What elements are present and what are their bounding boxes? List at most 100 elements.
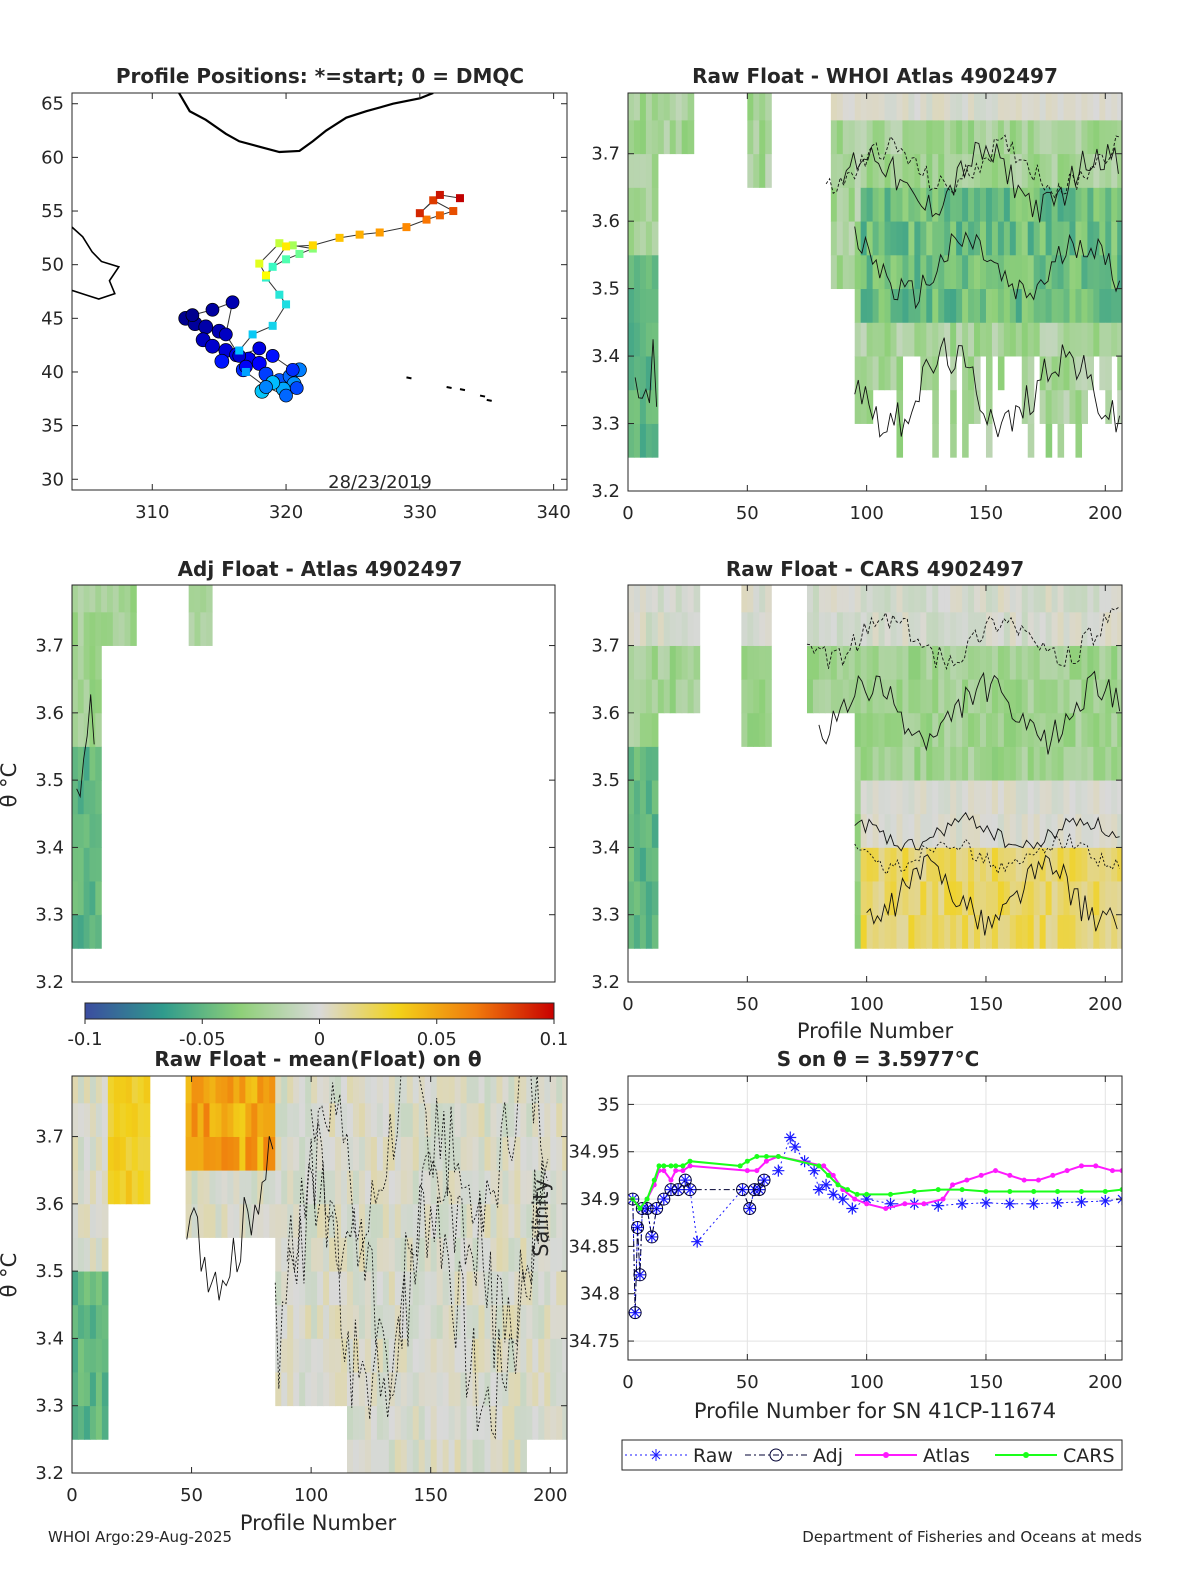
heat-cell [95, 1271, 103, 1306]
heat-cell [860, 611, 868, 646]
heat-cell [107, 1076, 115, 1104]
cars-point [673, 1163, 679, 1169]
raw-cars-xlabel: Profile Number [797, 1019, 954, 1043]
heat-cell [824, 679, 832, 714]
atlas-point [978, 1172, 984, 1178]
heat-cell [860, 813, 868, 848]
heat-cell [1081, 780, 1088, 815]
heat-cell [424, 1439, 432, 1473]
heat-cell [317, 1237, 324, 1272]
heat-cell [329, 1203, 336, 1238]
heat-cell [962, 254, 969, 290]
heat-cell [974, 153, 981, 188]
heat-cell [1081, 93, 1088, 121]
heat-cell [1063, 93, 1071, 121]
heat-cell [890, 746, 898, 781]
heat-cell [848, 187, 856, 222]
heat-cell [848, 93, 856, 121]
heat-cell [1051, 93, 1059, 121]
heat-cell [83, 585, 91, 613]
heat-cell [645, 221, 653, 256]
heat-cell [908, 611, 915, 646]
heat-cell [490, 1338, 498, 1373]
atlas-point [950, 1182, 956, 1188]
heat-cell [645, 423, 653, 458]
heat-cell [991, 254, 999, 290]
heat-cell [985, 611, 993, 646]
heat-cell [478, 1405, 486, 1440]
xtick-label: 200 [533, 1485, 567, 1506]
heat-cell [1081, 288, 1088, 323]
heat-cell [645, 746, 653, 781]
heat-cell [633, 254, 641, 290]
heat-cell [341, 1076, 348, 1104]
heat-cell [985, 746, 993, 781]
heat-cell [1075, 93, 1083, 121]
xtick-label: 330 [403, 502, 437, 523]
heat-cell [508, 1203, 515, 1238]
heat-cell [890, 153, 898, 188]
heat-cell [227, 1170, 235, 1205]
heat-cell [508, 1304, 515, 1339]
heat-cell [562, 1170, 567, 1205]
heat-cell [1003, 119, 1011, 155]
heat-cell [508, 1271, 515, 1306]
heat-cell [866, 746, 874, 781]
heat-cell [633, 645, 641, 680]
heat-cell [72, 1271, 79, 1306]
heat-cell [818, 585, 826, 613]
heat-cell [872, 611, 880, 646]
heat-cell [938, 322, 945, 357]
heat-cell [639, 746, 647, 781]
heat-cell [902, 93, 910, 121]
heat-cell [95, 881, 102, 916]
heat-cell [188, 585, 196, 613]
heat-cell [101, 1372, 109, 1407]
profile-marker [308, 241, 317, 250]
heat-cell [1111, 645, 1118, 680]
heat-cell [1045, 780, 1053, 815]
heat-cell [72, 1102, 79, 1137]
raw-cars-axes: 3.23.33.43.53.63.70 50 100 150 200 [591, 585, 1122, 1015]
heat-cell [1081, 153, 1088, 188]
heat-cell [484, 1136, 492, 1171]
heat-cell [854, 645, 862, 680]
heat-cell [556, 1372, 563, 1407]
heat-cell [842, 93, 850, 121]
heat-cell [1069, 914, 1077, 949]
heat-cell [985, 585, 993, 613]
heat-cell [1021, 389, 1029, 424]
heat-cell [962, 389, 969, 424]
heat-cell [263, 1102, 270, 1137]
ytick-label: 34.8 [580, 1284, 620, 1305]
heat-cell [1063, 389, 1071, 424]
heat-cell [1033, 712, 1041, 747]
heat-cell [1069, 356, 1077, 391]
heat-cell [520, 1203, 527, 1238]
heat-cell [1051, 119, 1059, 155]
heat-cell [687, 611, 695, 646]
heat-cell [633, 389, 641, 424]
heat-cell [1081, 356, 1088, 391]
heat-cell [1027, 288, 1035, 323]
heat-cell [77, 1102, 85, 1137]
heat-cell [663, 611, 671, 646]
heat-cell [562, 1338, 567, 1373]
heat-cell [1021, 780, 1029, 815]
heat-cell [902, 645, 910, 680]
heat-cell [944, 322, 951, 357]
heat-cell [562, 1372, 567, 1407]
heat-cell [412, 1136, 420, 1171]
heat-cell [1015, 914, 1023, 949]
heat-cell [902, 881, 910, 916]
heat-cell [436, 1304, 444, 1339]
heat-cell [902, 288, 910, 323]
heat-cell [985, 119, 993, 155]
heat-cell [508, 1170, 515, 1205]
heat-cell [430, 1304, 438, 1339]
heat-cell [311, 1237, 318, 1272]
raw-point [956, 1197, 969, 1210]
contour-line [634, 339, 658, 407]
heat-cell [962, 712, 969, 747]
heat-cell [950, 93, 957, 121]
